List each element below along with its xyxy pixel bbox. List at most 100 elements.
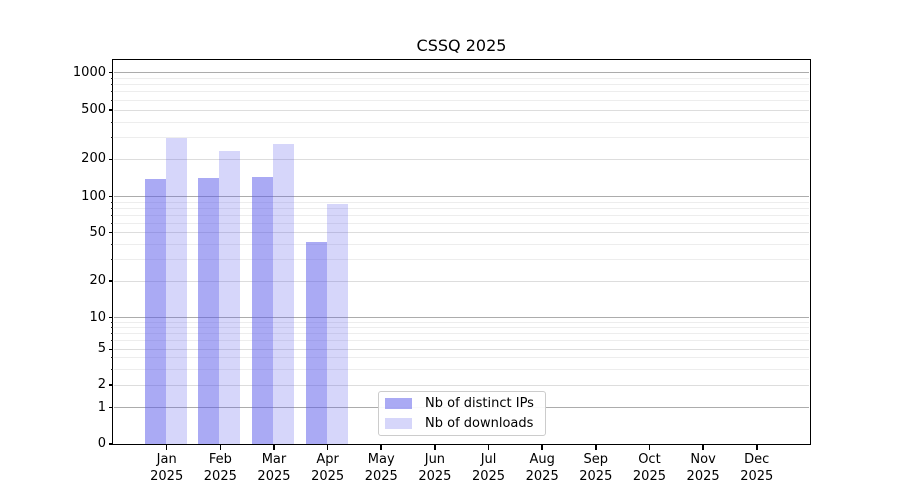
y-tick-500 [108, 109, 113, 111]
bar-downloads-apr [326, 203, 348, 444]
y-minortick-8 [110, 327, 113, 329]
gridline-200 [114, 158, 809, 160]
x-tick-month: Sep [583, 452, 609, 467]
x-tick-month: Jul [480, 452, 497, 467]
x-tick-year: 2025 [686, 469, 720, 484]
y-minortick-300 [110, 136, 113, 138]
y-tick-0 [108, 443, 113, 445]
x-tick-label-apr: Apr 2025 [288, 451, 368, 485]
x-tick-year: 2025 [150, 469, 184, 484]
x-tick-year: 2025 [740, 469, 774, 484]
gridline-minor-400 [114, 121, 809, 123]
bar-distinct-ips-jan [144, 178, 166, 444]
x-tick-label-jan: Jan 2025 [127, 451, 207, 485]
legend-label-distinct-ips: Nb of distinct IPs [425, 396, 534, 411]
x-tick-month: May [367, 452, 395, 467]
x-tick-year: 2025 [311, 469, 345, 484]
y-tick-label-0: 0 [97, 436, 106, 451]
x-tick-mar [273, 445, 275, 450]
x-tick-label-mar: Mar 2025 [234, 451, 314, 485]
bar-distinct-ips-mar [251, 177, 273, 444]
y-tick-label-2: 2 [97, 377, 106, 392]
x-tick-label-nov: Nov 2025 [663, 451, 743, 485]
bar-downloads-feb [219, 151, 241, 444]
y-tick-1000 [108, 71, 113, 74]
y-tick-label-1000: 1000 [72, 64, 106, 80]
gridline-minor-600 [114, 99, 809, 101]
x-tick-nov [702, 445, 704, 450]
gridline-minor-80 [114, 207, 809, 209]
x-tick-month: Oct [638, 452, 661, 467]
x-tick-may [380, 445, 383, 450]
y-minortick-7 [110, 333, 113, 335]
gridline-minor-6 [114, 340, 809, 342]
y-minortick-60 [110, 222, 113, 224]
y-tick-20 [108, 280, 113, 282]
x-tick-label-jun: Jun 2025 [395, 451, 475, 485]
x-tick-year: 2025 [203, 469, 237, 484]
gridline-minor-30 [114, 259, 809, 261]
x-tick-apr [326, 445, 329, 450]
x-tick-month: Dec [744, 452, 770, 467]
y-minortick-400 [110, 121, 113, 123]
y-tick-200 [108, 158, 113, 161]
gridline-minor-9 [114, 322, 809, 323]
gridline-minor-800 [114, 84, 809, 86]
gridline-500 [114, 109, 809, 111]
gridline-minor-60 [114, 222, 809, 224]
y-minortick-4 [110, 357, 113, 359]
bar-downloads-jan [165, 138, 187, 444]
y-minortick-80 [110, 207, 113, 209]
gridline-minor-700 [114, 91, 809, 93]
y-tick-label-1: 1 [97, 399, 106, 415]
y-tick-2 [108, 384, 113, 386]
bar-downloads-mar [272, 144, 294, 444]
x-tick-month: Jun [424, 452, 446, 467]
gridline-20 [114, 280, 809, 282]
x-tick-oct [648, 445, 651, 450]
y-minortick-30 [110, 259, 113, 261]
y-tick-5 [108, 348, 113, 351]
gridline-minor-8 [114, 327, 809, 329]
bar-distinct-ips-apr [305, 241, 327, 444]
gridline-minor-3 [114, 368, 809, 370]
y-tick-100 [108, 195, 113, 198]
y-minortick-900 [110, 77, 113, 79]
x-tick-month: Apr [316, 452, 339, 467]
y-tick-label-100: 100 [81, 188, 106, 204]
x-tick-label-aug: Aug 2025 [502, 451, 582, 485]
gridline-10 [114, 317, 809, 319]
x-tick-month: Feb [208, 452, 232, 467]
x-tick-label-feb: Feb 2025 [180, 451, 260, 485]
y-tick-50 [108, 231, 113, 234]
x-tick-year: 2025 [471, 469, 506, 484]
x-tick-year: 2025 [632, 469, 666, 484]
chart-title: CSSQ 2025 [416, 36, 507, 55]
y-minortick-70 [110, 214, 113, 216]
gridline-minor-70 [114, 214, 809, 216]
x-tick-dec [755, 445, 758, 450]
y-minortick-6 [110, 340, 113, 342]
x-tick-label-may: May 2025 [341, 451, 421, 485]
gridline-minor-7 [114, 333, 809, 335]
gridline-minor-90 [114, 201, 809, 203]
y-minortick-90 [110, 201, 113, 203]
x-tick-year: 2025 [525, 469, 559, 484]
x-tick-label-dec: Dec 2025 [717, 451, 797, 485]
y-minortick-9 [110, 322, 113, 323]
legend-swatch-distinct-ips [385, 398, 412, 409]
x-tick-year: 2025 [364, 469, 398, 484]
gridline-50 [114, 232, 809, 234]
y-tick-label-10: 10 [89, 309, 106, 325]
y-tick-label-500: 500 [81, 102, 106, 117]
y-minortick-3 [110, 368, 113, 370]
x-tick-month: Mar [261, 452, 287, 467]
x-tick-label-jul: Jul 2025 [449, 451, 529, 485]
gridline-5 [114, 348, 809, 350]
y-tick-label-5: 5 [97, 341, 106, 357]
legend-label-downloads: Nb of downloads [425, 416, 534, 431]
x-tick-year: 2025 [257, 469, 291, 484]
x-tick-month: Jan [156, 452, 177, 467]
x-tick-label-oct: Oct 2025 [609, 451, 689, 485]
y-minortick-600 [110, 99, 113, 101]
